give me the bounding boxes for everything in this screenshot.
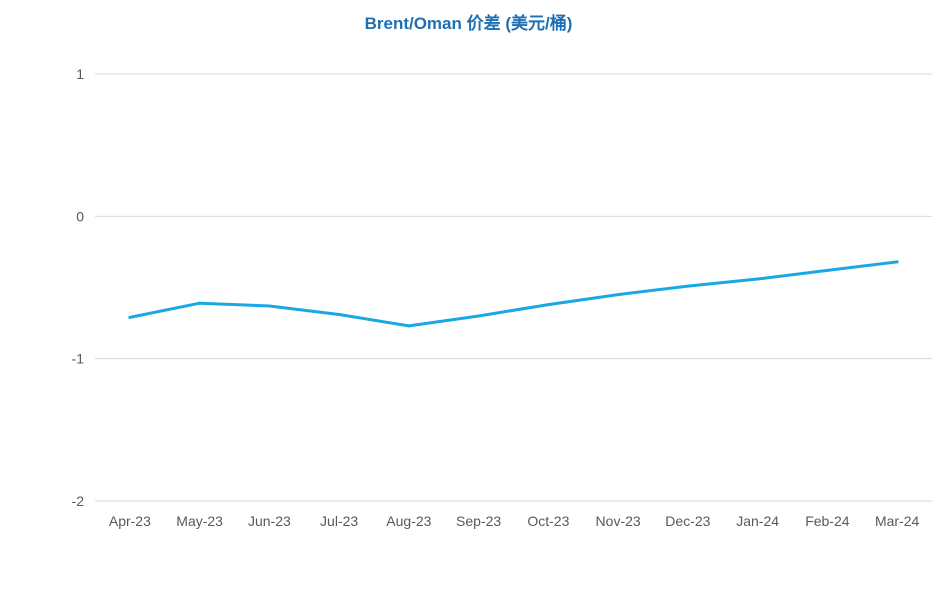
x-tick-label: Mar-24	[875, 513, 920, 529]
x-tick-label: Jun-23	[248, 513, 291, 529]
x-tick-label: Sep-23	[456, 513, 501, 529]
x-tick-label: May-23	[176, 513, 223, 529]
y-tick-label: -2	[72, 493, 85, 509]
data-point	[267, 304, 271, 308]
data-point	[616, 293, 620, 297]
x-tick-label: Aug-23	[386, 513, 431, 529]
x-tick-label: Nov-23	[596, 513, 641, 529]
data-point	[756, 277, 760, 281]
data-point	[686, 284, 690, 288]
x-tick-label: Jul-23	[320, 513, 358, 529]
data-point	[198, 301, 202, 305]
data-point	[407, 324, 411, 328]
data-point	[477, 314, 481, 318]
y-tick-label: 0	[76, 208, 84, 224]
x-tick-label: Jan-24	[736, 513, 779, 529]
data-point	[128, 315, 132, 319]
x-tick-label: Feb-24	[805, 513, 850, 529]
chart-title: Brent/Oman 价差 (美元/桶)	[364, 14, 573, 33]
x-tick-label: Oct-23	[527, 513, 569, 529]
data-point	[895, 260, 899, 264]
data-point	[337, 313, 341, 317]
series-line	[128, 260, 899, 328]
data-point	[825, 268, 829, 272]
data-point	[546, 303, 550, 307]
y-tick-label: 1	[76, 66, 84, 82]
y-tick-label: -1	[72, 351, 85, 367]
x-tick-label: Apr-23	[109, 513, 151, 529]
x-tick-label: Dec-23	[665, 513, 710, 529]
